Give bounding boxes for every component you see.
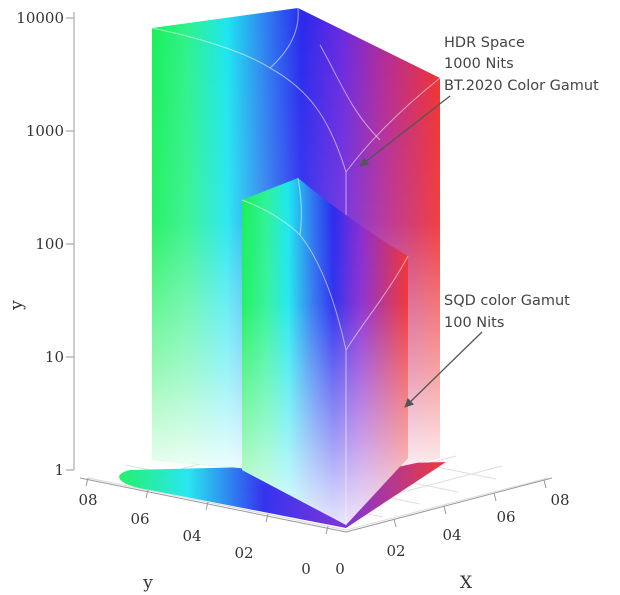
floor-left-axis-title: y [142,573,153,593]
hdr-annotation-arrow [359,95,451,167]
sqd-annotation: SQD color Gamut 100 Nits [404,293,570,408]
floor-right-tick-label: 08 [550,491,569,509]
hdr-annotation: HDR Space 1000 Nits BT.2020 Color Gamut [359,35,599,167]
floor-right-axis-title: X [460,573,473,593]
hdr-annotation-line: HDR Space [444,35,525,51]
floor-left-tick-label: 02 [234,544,253,562]
floor-right-tick-label: 06 [496,508,515,526]
sqd-annotation-line: 100 Nits [444,315,504,331]
vertical-tick-label: 10000 [16,9,64,27]
floor-axis-right: 0 02 04 06 08 X [335,477,570,593]
floor-right-tick-label: 02 [386,542,405,560]
floor-axis-left: 08 06 04 02 0 y [78,477,347,593]
floor-left-tick-label: 04 [182,527,201,545]
floor-left-tick-label: 08 [78,491,97,509]
floor-right-tick-label: 04 [442,526,461,544]
floor-left-tick-label: 0 [301,560,311,578]
vertical-axis: 10000 1000 100 10 1 y [7,9,75,479]
sqd-annotation-arrow [404,331,483,408]
vertical-tick-label: 100 [35,235,64,253]
hdr-annotation-line: BT.2020 Color Gamut [444,78,599,94]
sqd-color-volume [241,177,409,525]
floor-right-tick-label: 0 [335,560,345,578]
vertical-tick-label: 10 [45,348,64,366]
vertical-tick-label: 1000 [26,122,64,140]
hdr-annotation-line: 1000 Nits [444,56,514,72]
vertical-axis-title: y [7,300,27,311]
floor-left-tick-label: 06 [130,510,149,528]
sqd-annotation-line: SQD color Gamut [444,293,570,309]
vertical-tick-label: 1 [54,461,64,479]
